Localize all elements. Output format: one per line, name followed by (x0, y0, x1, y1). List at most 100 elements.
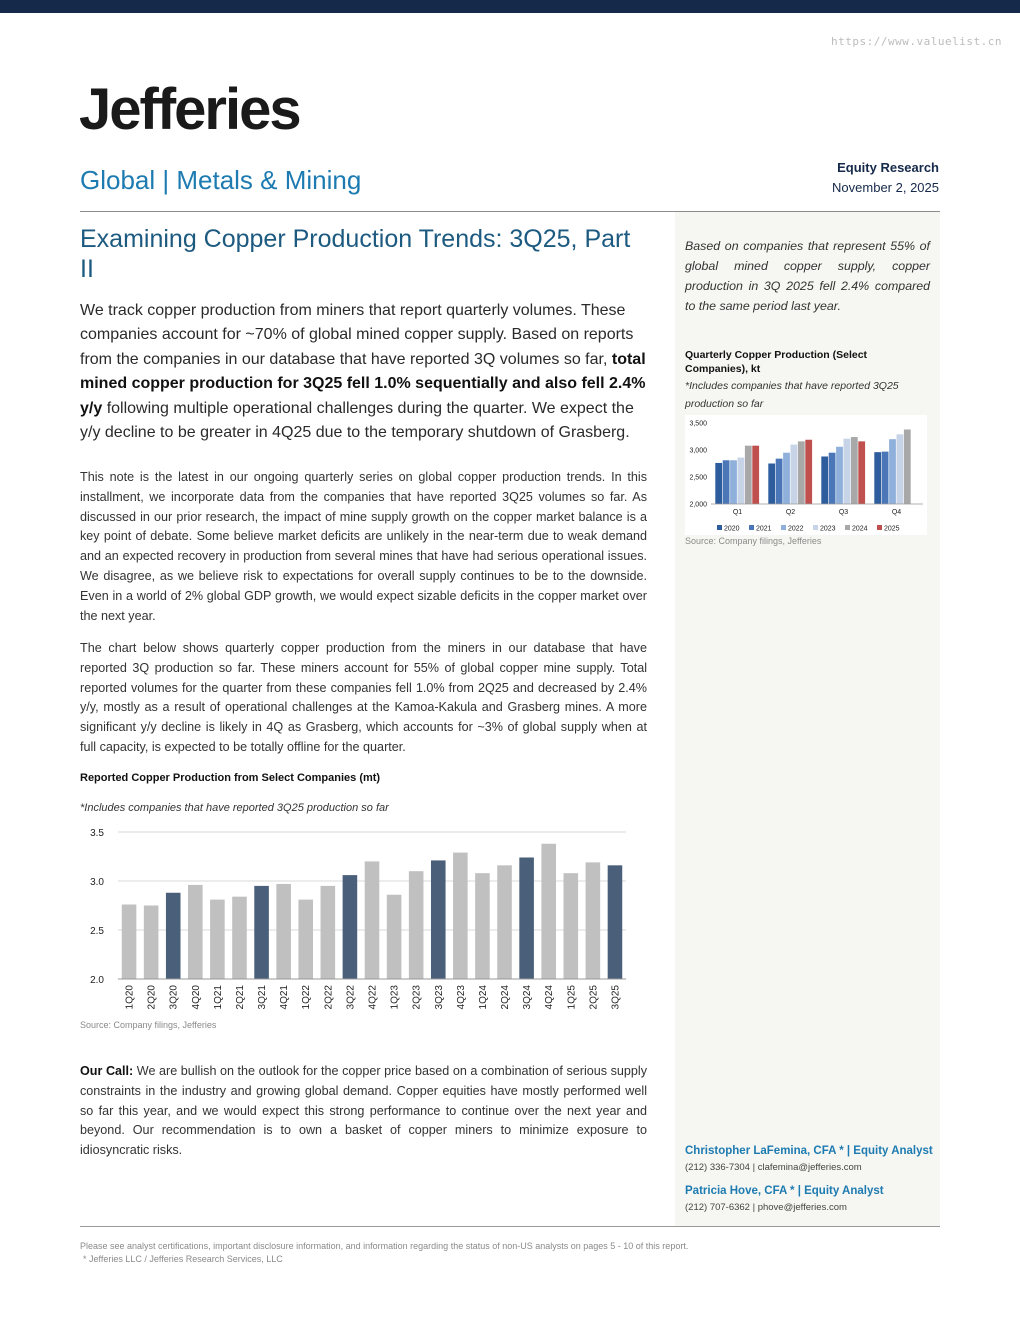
lede-part2: following multiple operational challenge… (80, 399, 634, 442)
header-divider (80, 211, 940, 212)
x-tick-label: 1Q23 (390, 985, 401, 1010)
bar-q2-2025 (805, 439, 813, 504)
x-tick-label: 4Q24 (544, 985, 555, 1010)
x-tick-label: 3Q21 (257, 985, 268, 1010)
bar-q3-2022 (836, 446, 843, 504)
legend-label-2025: 2025 (884, 526, 900, 533)
legend-swatch-2023 (813, 525, 818, 530)
x-tick-label: 3Q23 (434, 985, 445, 1010)
bar-3q20 (165, 892, 181, 979)
bar-q4-2020 (874, 452, 882, 504)
x-tick-label: Q3 (839, 509, 848, 516)
x-tick-label: 4Q23 (456, 985, 467, 1010)
x-tick-label: 2Q24 (500, 985, 511, 1010)
report-type: Equity Research (837, 160, 939, 175)
bar-q1-2022 (730, 460, 737, 504)
bar-1q25 (563, 873, 579, 979)
sidebar-chart-source: Source: Company filings, Jefferies (685, 536, 822, 546)
x-tick-label: 3Q24 (522, 985, 533, 1010)
x-tick-label: 2Q25 (588, 985, 599, 1010)
bar-3q25 (607, 865, 623, 979)
watermark-url: https://www.valuelist.cn (831, 35, 1002, 48)
bar-1q21 (210, 899, 225, 979)
legend-label-2024: 2024 (852, 526, 868, 533)
x-tick-label: Q1 (733, 509, 742, 516)
bar-q3-2021 (828, 452, 836, 504)
bar-q2-2022 (783, 452, 790, 504)
legend-swatch-2024 (845, 525, 850, 530)
y-tick-label: 2.5 (90, 926, 104, 937)
bar-1q23 (386, 894, 402, 979)
y-tick-label: 2.0 (90, 975, 104, 986)
bar-2q21 (232, 896, 247, 979)
bar-2q22 (320, 885, 336, 979)
top-color-bar (0, 0, 1020, 13)
sidebar-panel (675, 212, 940, 1226)
legend-label-2020: 2020 (724, 526, 740, 533)
x-tick-label: 3Q25 (610, 985, 621, 1010)
legend-label-2022: 2022 (788, 526, 804, 533)
bar-4q20 (188, 884, 203, 979)
bar-1q24 (475, 873, 490, 979)
legend-label-2021: 2021 (756, 526, 772, 533)
x-tick-label: Q4 (892, 509, 901, 516)
bar-q4-2021 (881, 451, 889, 504)
bar-1q20 (121, 904, 137, 979)
bar-q3-2023 (843, 438, 851, 504)
x-tick-label: 4Q20 (191, 985, 202, 1010)
x-tick-label: 2Q23 (412, 985, 423, 1010)
bar-q2-2021 (775, 458, 783, 504)
lede-paragraph: We track copper production from miners t… (80, 299, 650, 445)
sidebar-chart-title: Quarterly Copper Production (Select Comp… (685, 349, 868, 375)
x-tick-label: 2Q21 (235, 985, 246, 1010)
bar-q2-2020 (768, 463, 776, 504)
bar-3q24 (519, 857, 534, 979)
bar-1q22 (298, 899, 314, 979)
legend-label-2023: 2023 (820, 526, 836, 533)
body-paragraph-1: This note is the latest in our ongoing q… (80, 470, 647, 623)
bar-q2-2023 (790, 444, 798, 504)
x-tick-label: 1Q24 (478, 985, 489, 1010)
bar-q1-2024 (744, 445, 752, 504)
legend-swatch-2022 (781, 525, 786, 530)
legend-swatch-2025 (877, 525, 882, 530)
bar-q1-2020 (715, 462, 723, 504)
bar-2q20 (143, 905, 159, 979)
sidebar-bar-chart: 2,000 2,500 3,000 3,500 Q1 Q2 Q3 Q4 2020 2021 2022… (685, 415, 927, 535)
x-tick-label: 2Q22 (323, 985, 334, 1010)
bar-4q23 (453, 852, 468, 979)
x-tick-label: 4Q21 (279, 985, 290, 1010)
sector-heading: Global | Metals & Mining (80, 165, 362, 195)
bar-q1-2021 (722, 460, 730, 504)
bar-q3-2020 (821, 456, 829, 504)
analyst-1-contact: (212) 336-7304 | clafemina@jefferies.com (685, 1162, 862, 1173)
bar-q3-2024 (850, 437, 858, 504)
footer-disclaimer: Please see analyst certifications, impor… (80, 1241, 689, 1251)
x-tick-label: Q2 (786, 509, 795, 516)
bar-q1-2023 (737, 457, 745, 504)
analyst-1-name: Christopher LaFemina, CFA * | Equity Ana… (685, 1145, 933, 1157)
x-tick-label: 1Q21 (213, 985, 224, 1010)
footer-entities: * Jefferies LLC / Jefferies Research Ser… (83, 1254, 283, 1264)
bar-3q22 (342, 875, 358, 979)
report-title: Examining Copper Production Trends: 3Q25… (80, 225, 631, 283)
x-tick-label: 2Q20 (147, 985, 158, 1010)
y-tick-label: 2,000 (689, 502, 707, 509)
footer-divider (80, 1226, 940, 1227)
sidebar-summary-quote: Based on companies that represent 55% of… (685, 239, 930, 313)
x-tick-label: 4Q22 (368, 985, 379, 1010)
bar-3q21 (254, 885, 269, 979)
main-bar-chart: 2.0 2.5 3.0 3.5 1Q20 2Q20 3Q20 4Q20 1Q21 2Q21 3Q21… (90, 828, 626, 1010)
legend-swatch-2021 (749, 525, 754, 530)
main-chart-subtitle: *Includes companies that have reported 3… (80, 802, 389, 814)
body-paragraph-2: The chart below shows quarterly copper p… (80, 641, 647, 754)
bar-q4-2022 (889, 439, 896, 504)
y-tick-label: 3,500 (689, 421, 707, 428)
x-tick-label: 3Q22 (345, 985, 356, 1010)
lede-bold: total mined copper production for 3Q25 f… (80, 350, 646, 417)
sidebar-chart-subtitle: *Includes companies that have reported 3… (685, 380, 899, 410)
x-tick-label: 1Q25 (566, 985, 577, 1010)
our-call-paragraph: Our Call: We are bullish on the outlook … (80, 1062, 647, 1161)
y-tick-label: 3.5 (90, 828, 104, 839)
bar-q4-2023 (896, 434, 904, 504)
